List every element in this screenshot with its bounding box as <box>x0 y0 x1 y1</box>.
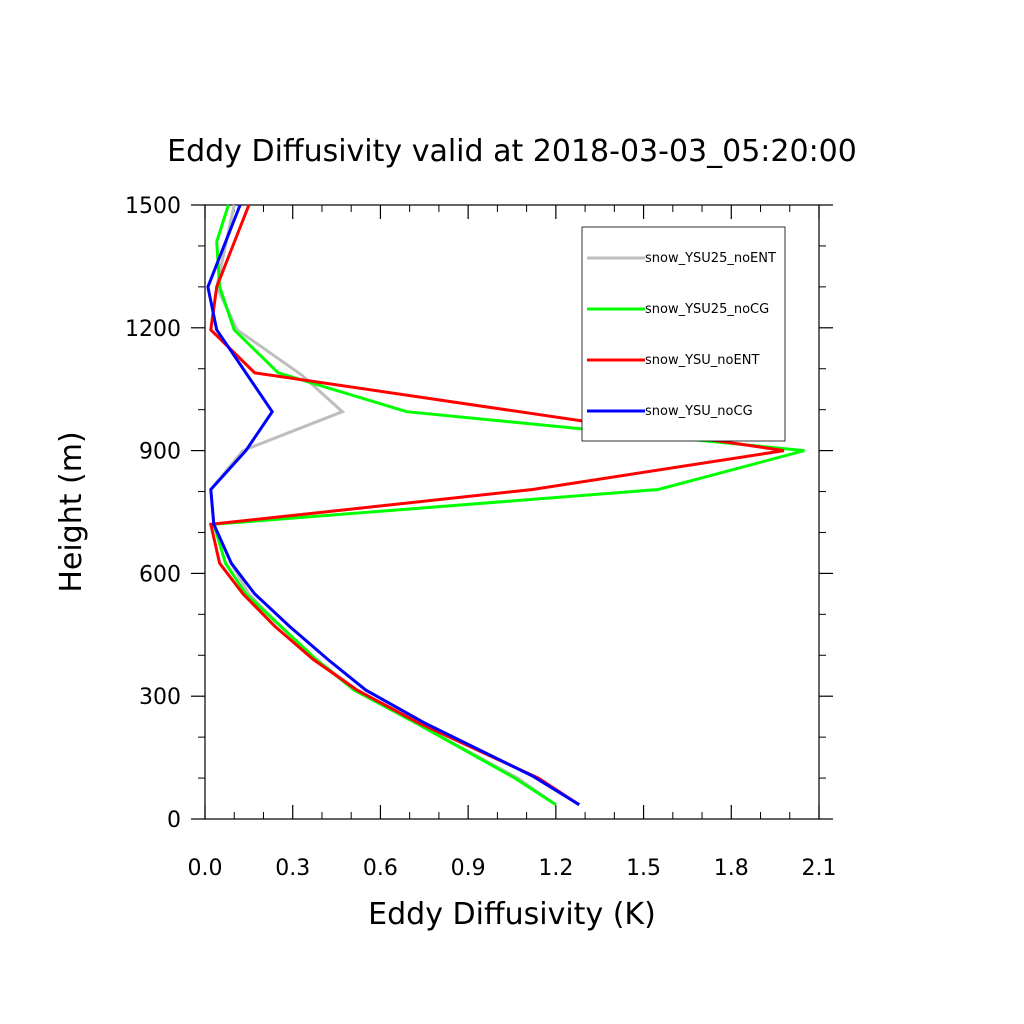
y-tick-label: 900 <box>139 440 181 465</box>
legend-label: snow_YSU_noENT <box>645 353 759 368</box>
chart-title: Eddy Diffusivity valid at 2018-03-03_05:… <box>167 134 857 169</box>
y-tick-label: 300 <box>139 685 181 710</box>
plot-area <box>204 204 820 820</box>
x-tick-label: 1.5 <box>626 856 661 881</box>
x-tick-label: 0.0 <box>188 856 223 881</box>
x-tick-labels: 0.0 0.3 0.6 0.9 1.2 1.5 1.8 2.1 <box>188 856 837 881</box>
x-tick-label: 0.9 <box>451 856 486 881</box>
series-line-snow-ysu-nocg <box>206 204 580 806</box>
axis-ticks <box>191 204 833 820</box>
x-tick-label: 0.6 <box>363 856 398 881</box>
y-tick-label: 0 <box>167 808 181 833</box>
legend-label: snow_YSU25_noENT <box>645 251 776 266</box>
x-tick-label: 1.8 <box>714 856 749 881</box>
y-tick-label: 600 <box>139 562 181 587</box>
x-tick-label: 2.1 <box>802 856 837 881</box>
x-tick-label: 1.2 <box>538 856 573 881</box>
y-tick-labels: 0 300 600 900 1200 1500 <box>125 194 181 833</box>
y-tick-label: 1200 <box>125 317 181 342</box>
x-tick-label: 0.3 <box>275 856 310 881</box>
y-tick-label: 1500 <box>125 194 181 219</box>
legend-box <box>581 226 786 442</box>
legend-label: snow_YSU_noCG <box>645 404 753 419</box>
y-axis-label: Height (m) <box>54 431 89 592</box>
plot-border <box>204 204 820 820</box>
series-lines <box>206 204 805 806</box>
x-axis-label: Eddy Diffusivity (K) <box>368 897 656 932</box>
legend: snow_YSU25_noENT snow_YSU25_noCG snow_YSU_… <box>581 226 786 442</box>
legend-label: snow_YSU25_noCG <box>645 302 769 317</box>
